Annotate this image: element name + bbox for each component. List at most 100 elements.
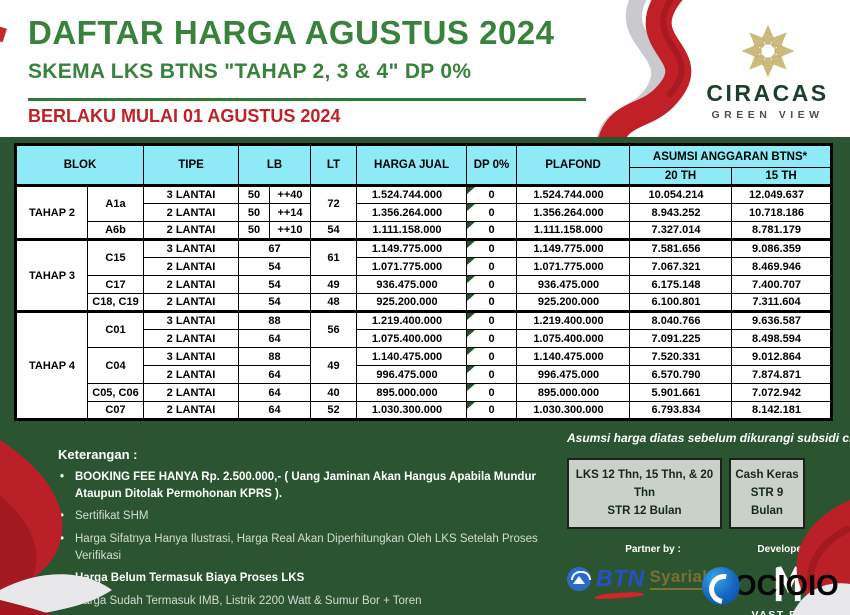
cell-code: C01 [87,310,144,348]
col-blok: BLOK [15,144,144,187]
cell-lb: 64 [238,329,311,348]
assumption-note: Asumsi harga diatas sebelum dikurangi su… [567,431,850,445]
payment-options: LKS 12 Thn, 15 Thn, & 20 Thn STR 12 Bula… [567,458,839,530]
cell-th: 10.718.186 [730,203,833,222]
cell-th: 7.581.656 [629,238,732,258]
developed-label: Developed by : [757,544,829,556]
table-row: TAHAP 3 C15 3 LANTAI 67 61 1.149.775.000 0 1.14… [15,238,833,312]
cell-harga: 925.200.000 [356,293,467,312]
cell-lb: 54 [238,257,311,276]
cell-lb: 54 [238,275,311,294]
cell-code: C05, C06 [87,383,144,402]
cell-th: 6.793.834 [629,401,732,420]
brand-name: CIRACAS [706,80,829,106]
cell-lt: 72 [310,184,357,222]
cell-lb: 54 [238,293,311,312]
cell-harga: 1.075.400.000 [356,329,467,348]
cell-code: C15 [87,238,144,276]
brand-logo: CIRACAS GREEN VIEW [690,24,845,121]
cell-dp: 0 [466,293,517,312]
btn-wordmark: BTN [596,565,645,592]
cell-plafond: 1.071.775.000 [516,257,630,276]
cell-harga: 936.475.000 [356,275,467,294]
btn-emblem-icon [567,566,591,591]
cell-dp: 0 [466,383,517,402]
ribbon-fragment [0,25,7,43]
cell-lb: ++10 [269,221,311,240]
cell-th: 10.054.214 [629,184,732,204]
cell-th: 7.327.014 [629,221,732,240]
cell-code: A1a [87,184,144,222]
btn-syariah-logo: BTN Syariah [567,565,739,592]
cell-code: C07 [87,401,144,420]
cell-tipe: 2 LANTAI [143,203,239,222]
note-item: Harga Sifatnya Hanya Ilustrasi, Harga Re… [58,531,570,564]
cell-th: 6.175.148 [629,275,732,294]
cell-lb: 50 [238,221,270,240]
cell-harga: 1.140.475.000 [356,347,467,366]
cell-plafond: 925.200.000 [516,293,630,312]
payment-option-cash: Cash Keras STR 9 Bulan [729,458,805,530]
cell-lb: 64 [238,365,311,384]
cell-th: 8.498.594 [730,329,833,348]
cell-tipe: 2 LANTAI [143,257,239,276]
cell-lt: 49 [310,347,357,384]
cell-th: 7.091.225 [629,329,732,348]
cell-tipe: 2 LANTAI [143,383,239,402]
cell-th: 12.049.637 [730,184,833,204]
cell-th: 7.520.331 [629,347,732,366]
cell-tipe: 2 LANTAI [143,293,239,312]
cell-dp: 0 [466,310,517,330]
cell-dp: 0 [466,329,517,348]
cell-lt: 61 [310,238,357,276]
cell-lt: 54 [310,221,357,240]
table-row: 2 LANTAI 50 ++14 1.356.264.000 0 1.356.264.00… [16,203,833,222]
col-15th: 15 TH [730,167,833,187]
cell-dp: 0 [466,238,517,258]
watermark: OCIOIO [702,567,839,605]
cell-dp: 0 [466,275,517,294]
cell-th: 9.012.864 [730,347,833,366]
cell-dp: 0 [466,365,517,384]
cell-tahap: TAHAP 4 [15,310,88,420]
notes-list: BOOKING FEE HANYA Rp. 2.500.000,- ( Uang… [58,469,570,615]
note-item: Sertifikat SHM [58,508,570,525]
cell-lt: 52 [310,401,357,420]
cell-harga: 895.000.000 [356,383,467,402]
cell-harga: 1.356.264.000 [356,203,467,222]
cell-th: 7.874.871 [730,365,833,384]
cash-line1: Cash Keras [735,469,799,481]
cell-dp: 0 [466,184,517,204]
syariah-wordmark: Syariah [649,568,713,590]
table-row: A6b 2 LANTAI 50 ++10 54 1.111.158.000 0 1.111.1… [16,221,833,240]
cell-th: 8.040.766 [629,310,732,330]
cell-lb: 88 [238,347,311,366]
cell-th: 9.636.587 [730,310,833,330]
cell-plafond: 1.075.400.000 [516,329,630,348]
cell-code: C18, C19 [87,293,144,312]
cell-harga: 1.219.400.000 [356,310,467,330]
cell-dp: 0 [466,257,517,276]
cell-tipe: 3 LANTAI [143,347,239,366]
cell-tipe: 2 LANTAI [143,221,239,240]
cell-lb: 50 [238,184,270,204]
cell-tipe: 2 LANTAI [143,329,239,348]
cell-tipe: 3 LANTAI [143,184,239,204]
cell-plafond: 1.149.775.000 [516,238,630,258]
aside-section: Asumsi harga diatas sebelum dikurangi su… [567,431,850,615]
header-row: BLOK TIPE LB LT HARGA JUAL DP 0% PLAFOND… [15,144,833,187]
cell-harga: 1.030.300.000 [356,401,467,420]
header-subrow: 20 TH 15 TH [16,167,833,187]
starburst-icon [741,24,794,78]
cell-code: C17 [87,275,144,294]
table-row: 2 LANTAI 64 996.475.000 0 996.475.000 6.570.7… [16,365,833,384]
cell-lb: 64 [238,383,311,402]
page-title: DAFTAR HARGA AGUSTUS 2024 [28,14,555,51]
cell-plafond: 1.219.400.000 [516,310,630,330]
col-asumsi: ASUMSI ANGGARAN BTNS* [628,144,833,168]
cell-plafond: 1.140.475.000 [516,347,630,366]
cell-th: 6.570.790 [629,365,732,384]
cell-dp: 0 [466,347,517,366]
cell-lb: ++40 [269,184,311,204]
